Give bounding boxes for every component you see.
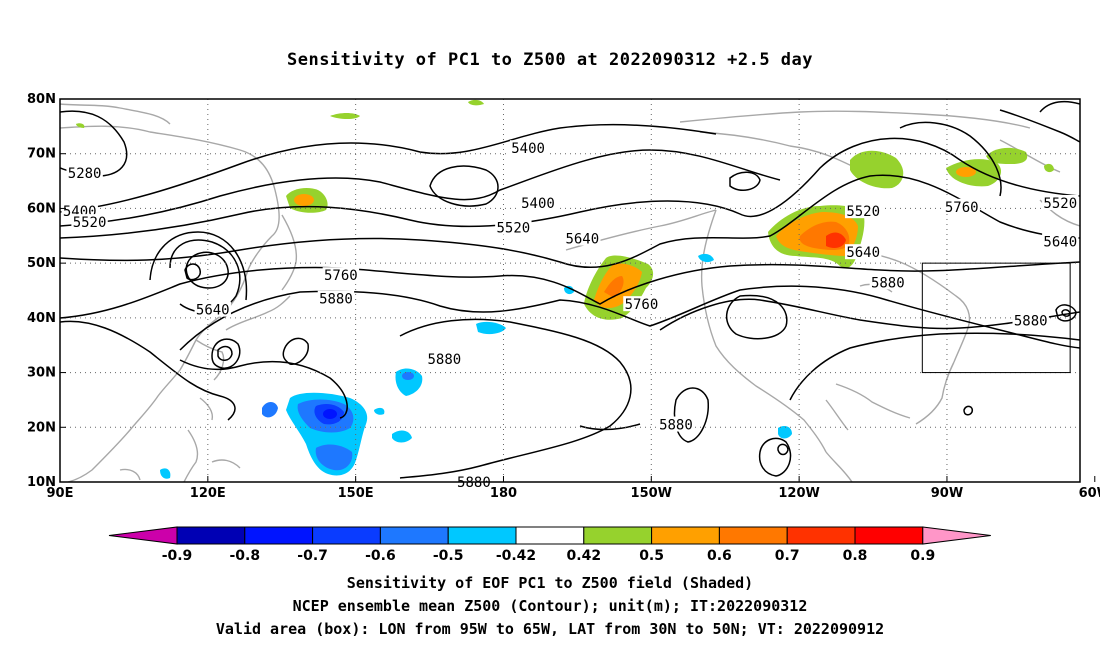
- contour-label-bg: [1012, 312, 1049, 328]
- colorbar: -0.9 -0.8 -0.7 -0.6 -0.5 -0.42 0.42 0.5 0.6 0.7 0.…: [108, 526, 991, 564]
- colorbar-label: 0.5: [639, 548, 664, 564]
- lat-tick-label: 40N: [27, 311, 56, 326]
- colorbar-label: 0.8: [843, 548, 868, 564]
- lon-tick-label: 180: [490, 486, 517, 501]
- colorbar-swatch: [176, 526, 246, 545]
- contour-label: 5520: [846, 204, 880, 220]
- contour-label-bg: [943, 198, 980, 214]
- contour-label: 5880: [1014, 314, 1048, 330]
- contour-label: 5760: [945, 200, 979, 216]
- contour-label-bg: [426, 350, 463, 366]
- lat-tick-label: 10N: [27, 475, 56, 490]
- contour-label-bg: [869, 274, 907, 290]
- lat-tick-label: 30N: [27, 366, 56, 381]
- colorbar-label: 0.42: [567, 548, 602, 564]
- colorbar-swatch: [312, 526, 381, 545]
- lon-tick-label: 120W: [778, 486, 819, 501]
- contour-label: 5760: [324, 268, 358, 284]
- contour-label: 5280: [68, 166, 102, 182]
- colorbar-max-triangle: [922, 526, 991, 545]
- colorbar-swatch: [718, 526, 788, 545]
- plot-frame: [59, 98, 1081, 483]
- caption-shading: Sensitivity of EOF PC1 to Z500 field (Sh…: [346, 574, 754, 592]
- contour-label-bg: [71, 214, 108, 230]
- lat-axis: 10N 20N 30N 40N 50N 60N 70N 80N: [27, 92, 66, 490]
- colorbar-label: -0.6: [365, 548, 396, 564]
- contour-label: 5520: [496, 221, 530, 237]
- colorbar-label: 0.6: [707, 548, 732, 564]
- contour-label-bg: [1042, 194, 1079, 210]
- lon-tick-label: 60W: [1079, 486, 1100, 501]
- contour-label-bg: [564, 230, 601, 246]
- colorbar-swatch: [515, 526, 585, 545]
- lat-tick-label: 50N: [27, 256, 56, 271]
- colorbar-label: -0.9: [162, 548, 193, 564]
- z500-contours: [60, 100, 1080, 479]
- contour-label: 5760: [625, 297, 659, 313]
- contour-label: 5520: [73, 215, 107, 231]
- colorbar-swatch: [583, 526, 653, 545]
- contour-label: 5880: [457, 475, 491, 491]
- contour-label: 5880: [659, 418, 693, 434]
- colorbar-label: -0.8: [229, 548, 260, 564]
- lon-tick-label: 150W: [631, 486, 672, 501]
- lat-tick-label: 70N: [27, 147, 56, 162]
- contour-label-bg: [844, 244, 882, 260]
- contour-label: 5640: [1043, 234, 1077, 250]
- colorbar-swatch: [854, 526, 924, 545]
- contour-label: 5640: [565, 232, 599, 248]
- caption-valid-area: Valid area (box): LON from 95W to 65W, L…: [215, 620, 885, 638]
- colorbar-label: -0.7: [297, 548, 328, 564]
- lat-tick-label: 20N: [27, 420, 56, 435]
- gridlines: [60, 99, 1080, 482]
- contour-label: 5880: [319, 292, 353, 308]
- contour-label-bg: [495, 219, 532, 235]
- lon-tick-label: 120E: [190, 486, 226, 501]
- contour-label: 5640: [196, 303, 230, 319]
- colorbar-label: -0.42: [496, 548, 536, 564]
- colorbar-swatch: [379, 526, 449, 545]
- contour-label-bg: [519, 194, 557, 210]
- contour-label-bg: [623, 296, 660, 312]
- contour-label-bg: [509, 140, 547, 156]
- colorbar-label: 0.7: [775, 548, 800, 564]
- colorbar-swatch: [786, 526, 856, 545]
- lon-tick-label: 90E: [47, 486, 74, 501]
- colorbar-swatch: [244, 526, 314, 545]
- lat-tick-label: 80N: [27, 92, 56, 107]
- caption-contour: NCEP ensemble mean Z500 (Contour); unit(…: [292, 597, 808, 615]
- contour-label: 5880: [871, 275, 905, 291]
- contour-labels: 5280540055205400540055205640576056405880…: [61, 140, 1079, 491]
- chart-title: Sensitivity of PC1 to Z500 at 2022090312…: [286, 50, 813, 70]
- colorbar-swatch: [447, 526, 517, 545]
- colorbar-min-triangle: [108, 526, 178, 545]
- contour-label-bg: [66, 164, 103, 180]
- sensitivity-shading: [76, 99, 1054, 479]
- contour-label-bg: [194, 301, 231, 317]
- contour-label-bg: [657, 416, 695, 432]
- contour-label-bg: [1042, 233, 1079, 249]
- contour-label: 5640: [846, 245, 880, 261]
- colorbar-label: -0.5: [433, 548, 464, 564]
- lon-axis: 90E 120E 150E 180 150W 120W 90W 60W: [47, 476, 1100, 501]
- lat-tick-label: 60N: [27, 201, 56, 216]
- contour-label: 5880: [427, 352, 461, 368]
- contour-label-bg: [322, 267, 360, 283]
- lon-tick-label: 150E: [338, 486, 374, 501]
- contour-label: 5400: [511, 141, 545, 157]
- contour-label: 5400: [521, 196, 555, 212]
- colorbar-label: 0.9: [910, 548, 935, 564]
- contour-label-bg: [317, 290, 355, 306]
- contour-label: 5520: [1043, 196, 1077, 212]
- contour-label-bg: [844, 203, 882, 219]
- lon-tick-label: 90W: [931, 486, 963, 501]
- colorbar-swatch: [651, 526, 720, 545]
- valid-area-box: [921, 262, 1071, 374]
